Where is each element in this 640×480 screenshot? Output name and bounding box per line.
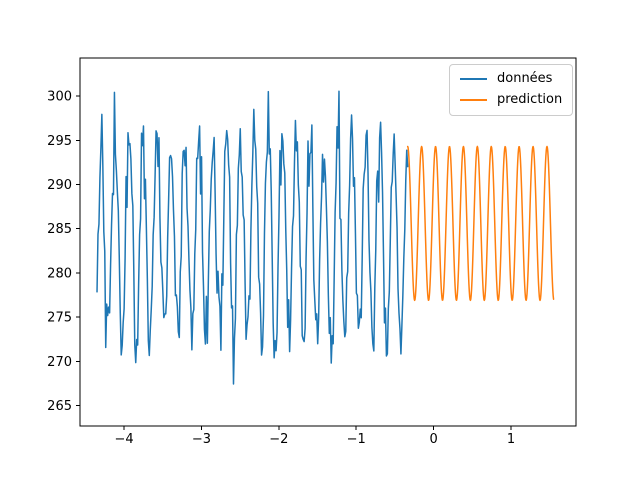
y-tick-label: 285 [47,222,72,237]
x-tick-label: 0 [429,432,437,447]
legend-entry-prediction: prediction [460,92,563,108]
legend-entry-donnees: données [460,71,562,86]
prediction-line-swatch [460,99,487,102]
donnees-line-swatch [460,78,487,81]
series-line-prediction [406,145,555,302]
y-tick-label: 275 [47,311,72,326]
y-tick-label: 300 [47,90,72,105]
y-tick-label: 290 [47,178,72,193]
x-tick-label: −2 [269,432,288,447]
donnees-legend-label: données [497,71,553,86]
y-tick-label: 270 [47,355,72,370]
y-tick-label: 265 [47,399,72,414]
x-tick-label: −4 [115,432,134,447]
prediction-legend-label: prediction [497,92,563,108]
legend: données prediction [449,64,574,116]
series-line-donnees [96,90,409,385]
x-tick-label: 1 [507,432,515,447]
y-tick-label: 280 [47,266,72,281]
axes-frame [79,57,577,427]
x-tick-label: −1 [347,432,366,447]
x-tick-label: −3 [192,432,211,447]
y-tick-label: 295 [47,134,72,149]
